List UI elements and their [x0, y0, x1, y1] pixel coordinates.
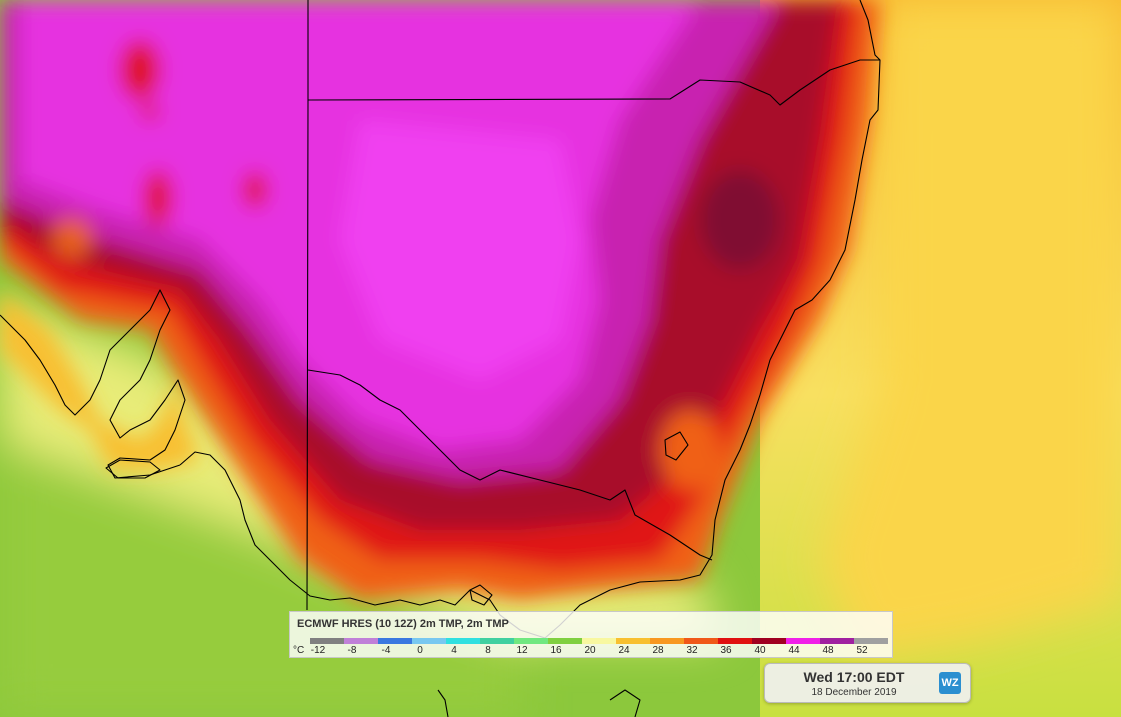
legend-swatch: [514, 638, 548, 644]
legend-swatch: [344, 638, 378, 644]
legend-tick-label: -12: [310, 645, 326, 656]
legend-tick-label: -4: [381, 645, 391, 656]
legend-tick-label: 8: [485, 645, 491, 656]
temperature-legend: ECMWF HRES (10 12Z) 2m TMP, 2m TMP °C -1…: [289, 611, 893, 658]
legend-unit: °C: [293, 645, 305, 656]
valid-time: Wed 17:00 EDT: [803, 669, 905, 685]
legend-tick-label: 28: [652, 645, 664, 656]
legend-color-bar: [310, 638, 888, 644]
legend-swatch: [582, 638, 616, 644]
legend-tick-label: 52: [856, 645, 868, 656]
legend-swatch: [854, 638, 888, 644]
legend-tick-label: 12: [516, 645, 528, 656]
valid-date: 18 December 2019: [811, 687, 897, 698]
legend-title: ECMWF HRES (10 12Z) 2m TMP, 2m TMP: [297, 618, 509, 630]
legend-tick-label: 24: [618, 645, 630, 656]
legend-swatch: [752, 638, 786, 644]
legend-tick-label: 20: [584, 645, 596, 656]
legend-swatch: [480, 638, 514, 644]
legend-tick-label: 48: [822, 645, 834, 656]
legend-swatch: [310, 638, 344, 644]
legend-swatch: [820, 638, 854, 644]
legend-tick-label: 40: [754, 645, 766, 656]
legend-swatch: [786, 638, 820, 644]
legend-swatch: [548, 638, 582, 644]
legend-tick-label: 44: [788, 645, 800, 656]
legend-tick-label: 16: [550, 645, 562, 656]
legend-tick-label: -8: [347, 645, 357, 656]
legend-swatch: [412, 638, 446, 644]
weatherzone-logo[interactable]: WZ: [939, 672, 961, 694]
legend-tick-label: 36: [720, 645, 732, 656]
legend-swatch: [616, 638, 650, 644]
legend-swatch: [378, 638, 412, 644]
legend-swatch: [446, 638, 480, 644]
legend-swatch: [718, 638, 752, 644]
legend-tick-labels: -12 -8 -4 0 4 8 12 16 20 24 28 32 36 40 44 48 52: [290, 645, 894, 659]
valid-time-box[interactable]: Wed 17:00 EDT 18 December 2019 WZ: [764, 663, 971, 703]
legend-swatch: [650, 638, 684, 644]
legend-swatch: [684, 638, 718, 644]
legend-tick-label: 4: [451, 645, 457, 656]
legend-tick-label: 0: [417, 645, 423, 656]
legend-tick-label: 32: [686, 645, 698, 656]
